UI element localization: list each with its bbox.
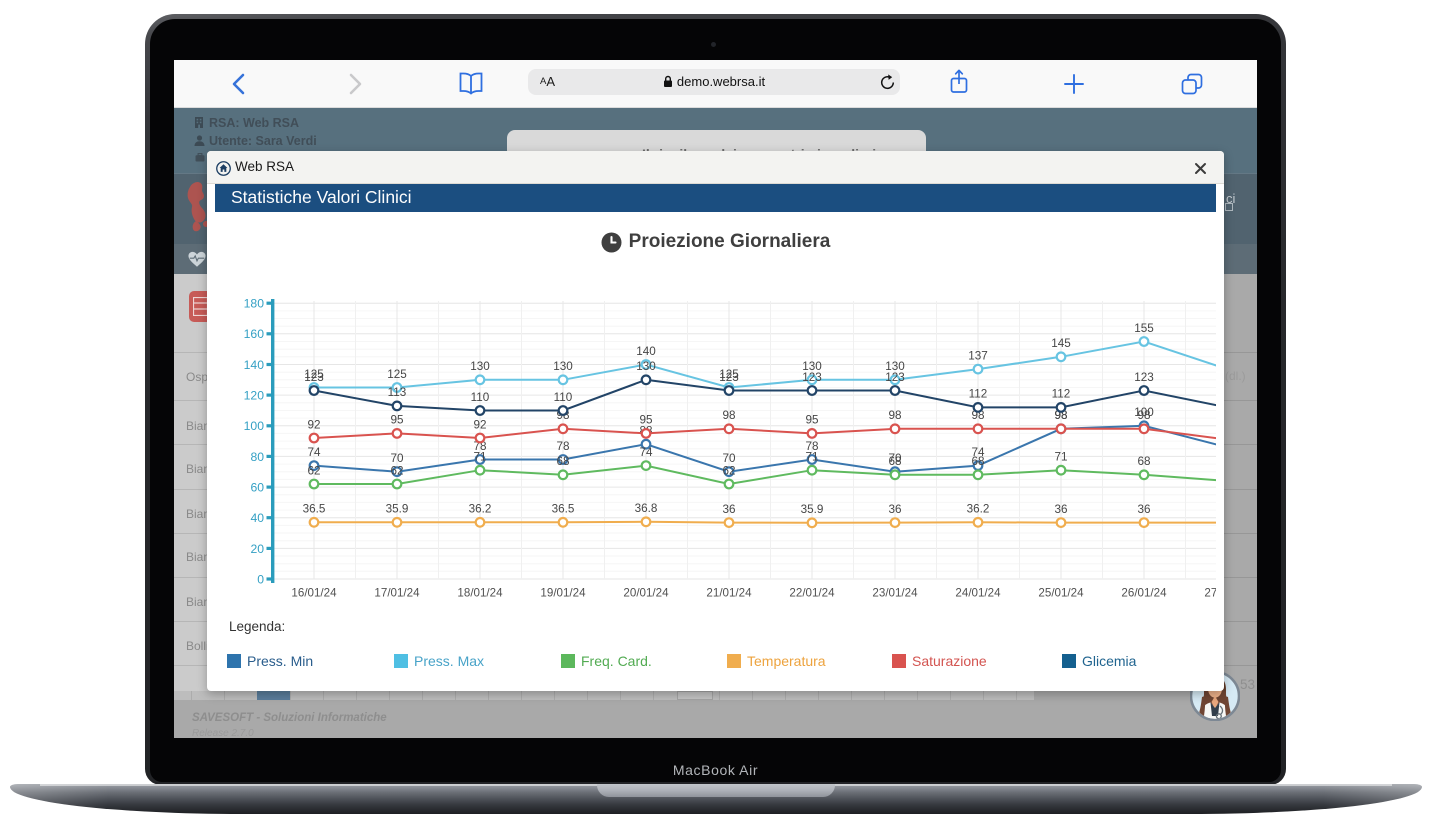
svg-text:19/01/24: 19/01/24 [540, 587, 586, 600]
svg-text:20: 20 [250, 542, 264, 556]
svg-text:92: 92 [473, 418, 486, 431]
svg-text:123: 123 [802, 371, 822, 384]
svg-text:98: 98 [1054, 409, 1067, 422]
svg-text:110: 110 [471, 391, 490, 404]
svg-text:92: 92 [307, 418, 320, 431]
svg-text:27/01/24: 27/01/24 [1204, 587, 1216, 600]
svg-text:70: 70 [390, 452, 404, 465]
svg-text:130: 130 [553, 360, 573, 373]
svg-text:98: 98 [1137, 409, 1150, 422]
svg-text:123: 123 [304, 371, 324, 384]
svg-text:95: 95 [639, 414, 653, 427]
svg-text:98: 98 [888, 409, 901, 422]
svg-text:68: 68 [971, 455, 984, 468]
svg-text:62: 62 [307, 464, 320, 477]
svg-text:112: 112 [969, 388, 988, 401]
svg-text:112: 112 [1052, 388, 1071, 401]
svg-text:74: 74 [639, 446, 653, 459]
svg-text:145: 145 [1051, 337, 1071, 350]
svg-text:125: 125 [719, 368, 739, 381]
svg-text:36.2: 36.2 [469, 503, 492, 516]
svg-text:95: 95 [390, 414, 404, 427]
svg-text:125: 125 [387, 368, 407, 381]
svg-text:16/01/24: 16/01/24 [291, 587, 337, 600]
svg-text:36: 36 [722, 503, 735, 516]
svg-text:98: 98 [722, 409, 735, 422]
svg-text:78: 78 [556, 440, 569, 453]
svg-text:71: 71 [805, 451, 818, 464]
svg-text:130: 130 [470, 360, 490, 373]
svg-text:0: 0 [257, 572, 264, 586]
svg-text:70: 70 [888, 452, 902, 465]
svg-text:98: 98 [1054, 409, 1067, 422]
svg-text:21/01/24: 21/01/24 [706, 587, 752, 600]
svg-text:35.9: 35.9 [386, 503, 409, 516]
svg-text:68: 68 [888, 455, 901, 468]
svg-text:71: 71 [1054, 451, 1067, 464]
svg-text:36: 36 [1137, 503, 1150, 516]
svg-text:123: 123 [1134, 371, 1154, 384]
svg-text:68: 68 [1137, 455, 1150, 468]
svg-text:180: 180 [244, 297, 265, 311]
svg-text:24/01/24: 24/01/24 [955, 587, 1001, 600]
svg-text:95: 95 [805, 414, 819, 427]
svg-text:155: 155 [1134, 322, 1154, 335]
svg-text:100: 100 [1134, 406, 1154, 419]
svg-text:20/01/24: 20/01/24 [623, 587, 669, 600]
svg-text:22/01/24: 22/01/24 [789, 587, 835, 600]
svg-text:130: 130 [802, 360, 822, 373]
svg-text:110: 110 [554, 391, 573, 404]
svg-text:80: 80 [250, 450, 264, 464]
svg-text:62: 62 [390, 464, 403, 477]
svg-text:36.5: 36.5 [552, 503, 575, 516]
svg-text:36.5: 36.5 [303, 503, 326, 516]
svg-text:60: 60 [250, 481, 264, 495]
svg-text:36.8: 36.8 [635, 502, 658, 515]
svg-text:137: 137 [968, 349, 988, 362]
svg-text:120: 120 [244, 389, 265, 403]
svg-text:160: 160 [244, 327, 265, 341]
svg-text:71: 71 [473, 451, 486, 464]
svg-text:40: 40 [250, 511, 264, 525]
svg-text:123: 123 [719, 371, 739, 384]
svg-text:130: 130 [636, 360, 656, 373]
svg-text:35.9: 35.9 [801, 503, 824, 516]
svg-text:36: 36 [888, 503, 901, 516]
svg-text:68: 68 [556, 455, 569, 468]
svg-text:74: 74 [971, 446, 985, 459]
svg-text:18/01/24: 18/01/24 [457, 587, 503, 600]
svg-text:140: 140 [244, 358, 265, 372]
svg-text:100: 100 [244, 419, 265, 433]
svg-text:113: 113 [388, 386, 407, 399]
svg-text:62: 62 [722, 464, 735, 477]
svg-text:70: 70 [722, 452, 736, 465]
svg-text:125: 125 [304, 368, 324, 381]
svg-text:78: 78 [805, 440, 818, 453]
svg-text:17/01/24: 17/01/24 [374, 587, 420, 600]
svg-text:36.2: 36.2 [967, 503, 990, 516]
svg-text:130: 130 [885, 360, 905, 373]
svg-text:26/01/24: 26/01/24 [1121, 587, 1167, 600]
svg-text:74: 74 [307, 446, 321, 459]
svg-text:98: 98 [971, 409, 984, 422]
svg-text:36: 36 [1054, 503, 1067, 516]
svg-text:78: 78 [473, 440, 486, 453]
svg-text:25/01/24: 25/01/24 [1038, 587, 1084, 600]
svg-text:23/01/24: 23/01/24 [872, 587, 918, 600]
svg-text:123: 123 [885, 371, 905, 384]
svg-text:140: 140 [636, 345, 656, 358]
